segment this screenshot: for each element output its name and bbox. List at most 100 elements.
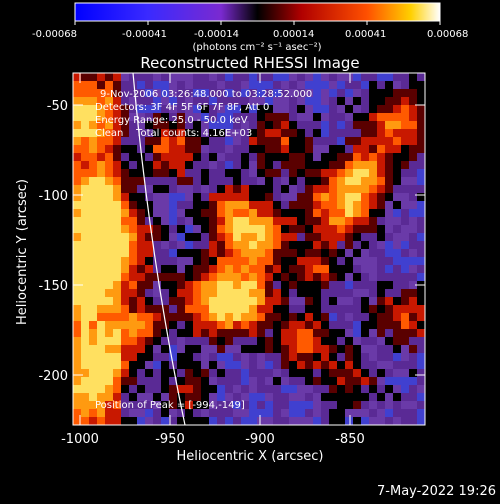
image-pixel xyxy=(281,169,290,178)
image-pixel xyxy=(273,297,282,306)
image-pixel xyxy=(297,249,306,258)
image-pixel xyxy=(393,409,402,418)
image-pixel xyxy=(281,153,290,162)
image-pixel xyxy=(105,305,114,314)
image-pixel xyxy=(225,193,234,202)
image-pixel xyxy=(137,233,146,242)
image-pixel xyxy=(337,145,346,154)
image-pixel xyxy=(369,185,378,194)
image-pixel xyxy=(121,241,130,250)
image-pixel xyxy=(257,97,266,106)
image-pixel xyxy=(177,329,186,338)
image-pixel xyxy=(97,121,106,130)
image-pixel xyxy=(105,193,114,202)
image-pixel xyxy=(361,225,370,234)
image-pixel xyxy=(193,249,202,258)
image-pixel xyxy=(257,377,266,386)
image-pixel xyxy=(361,385,370,394)
image-pixel xyxy=(401,81,410,90)
image-pixel xyxy=(313,105,322,114)
image-pixel xyxy=(281,377,290,386)
colorbar-tick-2: -0.00041 xyxy=(122,29,167,40)
image-pixel xyxy=(297,185,306,194)
image-pixel xyxy=(153,249,162,258)
image-pixel xyxy=(209,417,218,425)
image-pixel xyxy=(153,193,162,202)
image-pixel xyxy=(305,153,314,162)
image-pixel xyxy=(161,377,170,386)
image-pixel xyxy=(377,257,386,266)
image-pixel xyxy=(265,225,274,234)
image-pixel xyxy=(313,289,322,298)
image-pixel xyxy=(217,233,226,242)
colorbar xyxy=(74,2,441,22)
image-pixel xyxy=(161,289,170,298)
image-pixel xyxy=(129,361,138,370)
image-pixel xyxy=(225,377,234,386)
image-pixel xyxy=(217,209,226,218)
image-pixel xyxy=(329,193,338,202)
image-pixel xyxy=(345,257,354,266)
image-pixel xyxy=(257,257,266,266)
image-pixel xyxy=(385,81,394,90)
image-pixel xyxy=(265,73,274,82)
image-pixel xyxy=(121,209,130,218)
image-pixel xyxy=(393,281,402,290)
image-pixel xyxy=(137,385,146,394)
image-pixel xyxy=(345,305,354,314)
image-pixel xyxy=(281,121,290,130)
image-pixel xyxy=(201,217,210,226)
image-pixel xyxy=(161,385,170,394)
image-pixel xyxy=(281,273,290,282)
image-pixel xyxy=(89,305,98,314)
image-pixel xyxy=(385,105,394,114)
image-pixel xyxy=(393,353,402,362)
image-pixel xyxy=(369,337,378,346)
image-pixel xyxy=(137,249,146,258)
image-pixel xyxy=(409,105,418,114)
image-pixel xyxy=(257,153,266,162)
image-pixel xyxy=(385,409,394,418)
image-pixel xyxy=(161,145,170,154)
image-pixel xyxy=(401,377,410,386)
image-pixel xyxy=(105,121,114,130)
image-pixel xyxy=(193,329,202,338)
image-pixel xyxy=(81,297,90,306)
image-pixel xyxy=(337,265,346,274)
image-pixel xyxy=(321,225,330,234)
image-pixel xyxy=(177,73,186,82)
image-pixel xyxy=(337,257,346,266)
image-pixel xyxy=(417,361,425,370)
image-pixel xyxy=(201,113,210,122)
image-pixel xyxy=(409,353,418,362)
image-pixel xyxy=(81,305,90,314)
image-pixel xyxy=(257,201,266,210)
image-pixel xyxy=(393,81,402,90)
image-pixel xyxy=(129,225,138,234)
image-pixel xyxy=(81,89,90,98)
image-pixel xyxy=(225,177,234,186)
image-pixel xyxy=(97,81,106,90)
image-pixel xyxy=(289,273,298,282)
image-pixel xyxy=(113,329,122,338)
image-pixel xyxy=(313,257,322,266)
image-pixel xyxy=(153,153,162,162)
image-pixel xyxy=(137,345,146,354)
image-pixel xyxy=(193,409,202,418)
image-pixel xyxy=(321,233,330,242)
image-pixel xyxy=(289,145,298,154)
image-pixel xyxy=(185,265,194,274)
image-pixel xyxy=(153,145,162,154)
image-pixel xyxy=(393,225,402,234)
image-pixel xyxy=(321,353,330,362)
image-pixel xyxy=(265,345,274,354)
image-pixel xyxy=(145,329,154,338)
image-pixel xyxy=(353,249,362,258)
image-pixel xyxy=(97,305,106,314)
image-pixel xyxy=(97,361,106,370)
image-pixel xyxy=(257,385,266,394)
image-pixel xyxy=(369,105,378,114)
image-pixel xyxy=(233,209,242,218)
image-pixel xyxy=(73,209,82,218)
image-pixel xyxy=(169,121,178,130)
